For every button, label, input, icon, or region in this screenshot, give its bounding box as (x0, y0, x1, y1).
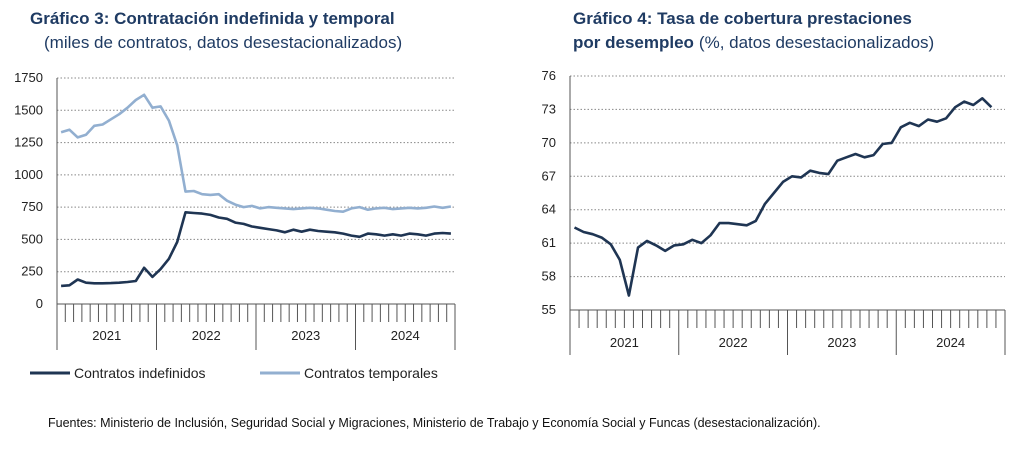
y-tick-label: 1250 (14, 135, 43, 150)
chart-subtitle: (miles de contratos, datos desestacional… (44, 33, 402, 52)
source: Fuentes: Ministerio de Inclusión, Seguri… (48, 416, 821, 430)
y-tick-label: 1000 (14, 167, 43, 182)
y-tick-label: 55 (542, 302, 556, 317)
y-tick-label: 76 (542, 68, 556, 83)
y-tick-label: 67 (542, 168, 556, 183)
x-tick-label: 2024 (391, 328, 420, 343)
legend-label: Contratos indefinidos (74, 365, 206, 381)
x-tick-label: 2023 (291, 328, 320, 343)
series-line (60, 93, 452, 213)
y-tick-label: 500 (21, 231, 43, 246)
y-tick-label: 73 (542, 101, 556, 116)
chart-subtitle: (%, datos desestacionalizados) (699, 33, 934, 52)
series-line (61, 211, 451, 288)
y-tick-label: 750 (21, 199, 43, 214)
x-tick-label: 2024 (936, 335, 965, 350)
y-tick-label: 61 (542, 235, 556, 250)
y-tick-label: 1500 (14, 102, 43, 117)
x-tick-label: 2021 (92, 328, 121, 343)
y-tick-label: 58 (542, 269, 556, 284)
y-tick-label: 64 (542, 202, 556, 217)
y-tick-label: 70 (542, 135, 556, 150)
y-tick-label: 1750 (14, 70, 43, 85)
x-tick-label: 2021 (610, 335, 639, 350)
legend-label: Contratos temporales (304, 365, 438, 381)
y-tick-label: 250 (21, 264, 43, 279)
y-tick-label: 0 (36, 296, 43, 311)
series-line (573, 97, 993, 297)
chart-title: por desempleo (%, datos desestacionalizad… (573, 33, 934, 52)
x-tick-label: 2022 (719, 335, 748, 350)
chart-title: Gráfico 4: Tasa de cobertura prestacione… (573, 9, 912, 28)
x-tick-label: 2023 (827, 335, 856, 350)
chart-title: Gráfico 3: Contratación indefinida y tem… (30, 9, 395, 28)
x-tick-label: 2022 (192, 328, 221, 343)
chart-title-line: por desempleo (573, 33, 694, 52)
